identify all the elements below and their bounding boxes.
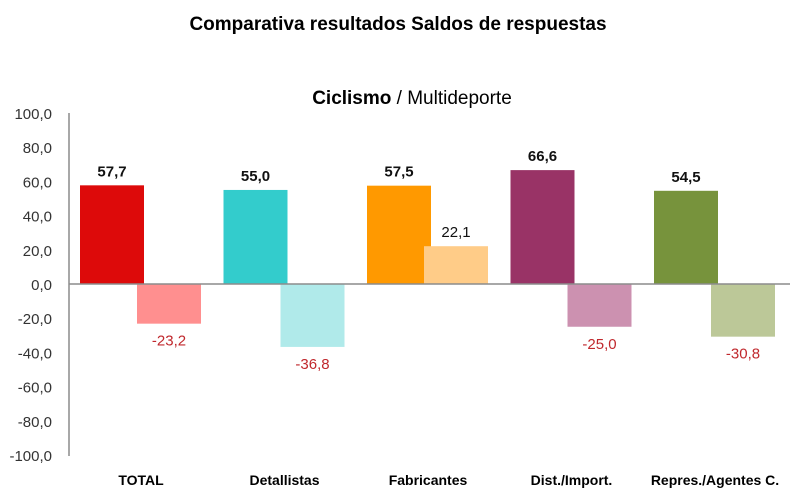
bar-multideporte: [711, 284, 775, 337]
y-tick-label: 0,0: [31, 277, 52, 294]
x-tick-label: TOTAL: [118, 472, 164, 488]
data-label: 22,1: [441, 224, 470, 241]
data-label: 57,5: [384, 164, 413, 181]
data-label: -23,2: [152, 333, 186, 350]
bar-ciclismo: [223, 189, 288, 284]
bar-ciclismo: [654, 190, 718, 284]
y-tick-label: -80,0: [18, 414, 52, 431]
y-tick-label: 100,0: [14, 106, 52, 123]
y-tick-label: 20,0: [23, 243, 52, 260]
y-tick-label: 60,0: [23, 174, 52, 191]
data-label: 66,6: [528, 148, 557, 165]
bar-ciclismo: [510, 170, 575, 284]
y-tick-label: 80,0: [23, 140, 52, 157]
x-tick-label: Fabricantes: [389, 472, 468, 488]
y-tick-label: -40,0: [18, 345, 52, 362]
y-tick-label: -20,0: [18, 311, 52, 328]
data-label: -36,8: [295, 356, 329, 373]
x-tick-label: Dist./Import.: [531, 472, 613, 488]
data-label: 54,5: [671, 169, 700, 186]
y-tick-label: -60,0: [18, 380, 52, 397]
bar-multideporte: [424, 246, 488, 284]
y-tick-label: -100,0: [9, 448, 52, 465]
x-tick-label: Detallistas: [249, 472, 319, 488]
x-tick-label: Repres./Agentes C.: [651, 472, 779, 488]
bar-multideporte: [280, 284, 345, 347]
data-label: -25,0: [582, 336, 616, 353]
bar-multideporte: [137, 284, 201, 324]
data-label: 57,7: [97, 163, 126, 180]
bar-ciclismo: [367, 185, 431, 284]
data-label: 55,0: [241, 168, 270, 185]
data-label: -30,8: [726, 346, 760, 363]
bar-ciclismo: [80, 185, 144, 284]
chart-subtitle: Ciclismo / Multideporte: [312, 88, 512, 109]
y-tick-label: 40,0: [23, 209, 52, 226]
subtitle-rest: / Multideporte: [391, 88, 511, 109]
subtitle-bold: Ciclismo: [312, 88, 391, 109]
chart-title: Comparativa resultados Saldos de respues…: [189, 14, 606, 35]
bar-multideporte: [567, 284, 632, 327]
